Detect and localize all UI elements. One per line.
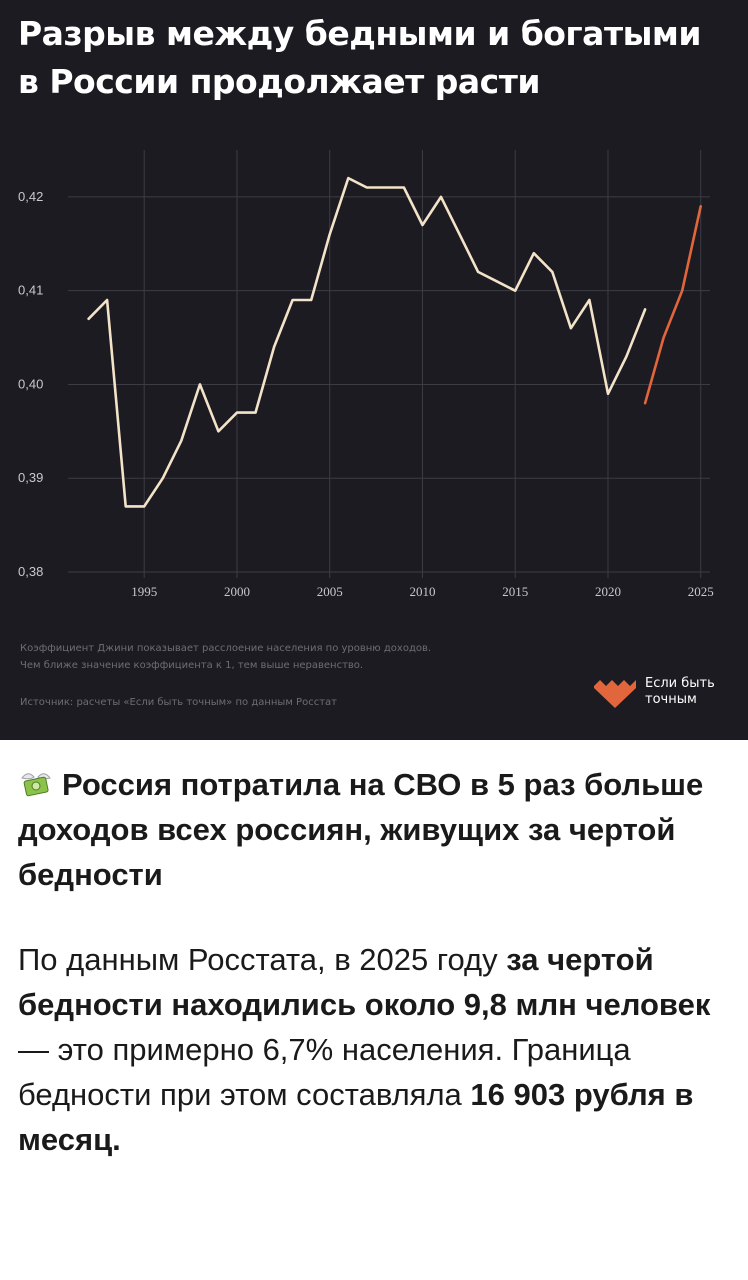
x-tick-label: 2015: [502, 584, 528, 599]
chart-series: [87, 176, 703, 508]
brand-logo: Если быть точным: [592, 672, 742, 718]
money-with-wings-icon: [21, 773, 51, 797]
x-tick-label: 2000: [224, 584, 250, 599]
infographic-card: Разрыв между бедными и богатыми в России…: [0, 0, 748, 740]
chart-title: Разрыв между бедными и богатыми в России…: [18, 10, 738, 106]
x-tick-label: 1995: [131, 584, 157, 599]
logo-heart-icon: [594, 680, 636, 708]
footnote-line2: Чем ближе значение коэффициента к 1, тем…: [20, 660, 364, 671]
y-tick-label: 0,38: [18, 564, 43, 579]
chart-footnote: Коэффициент Джини показывает расслоение …: [20, 640, 431, 674]
logo-text-line1: Если быть: [645, 676, 715, 691]
footnote-line1: Коэффициент Джини показывает расслоение …: [20, 643, 432, 654]
gini-line-chart: 0,38 0,39 0,40 0,41 0,42 1995 2000 2005 2010 2015…: [18, 150, 714, 599]
post-content: Россия потратила на СВО в 5 раз больше д…: [18, 752, 730, 1162]
post-body-text-1: По данным Росстата, в 2025 году: [18, 942, 507, 977]
series-line-historical: [87, 176, 647, 508]
y-tick-label: 0,42: [18, 189, 43, 204]
x-tick-label: 2025: [688, 584, 714, 599]
chart-grid: [68, 150, 710, 578]
chart-axis-ticks: 0,38 0,39 0,40 0,41 0,42 1995 2000 2005 2010 2015…: [18, 189, 714, 599]
logo-text: Если быть точным: [645, 676, 715, 708]
post-body: По данным Росстата, в 2025 году за черто…: [18, 937, 730, 1162]
post-headline-text: Россия потратила на СВО в 5 раз больше д…: [18, 767, 704, 892]
x-tick-label: 2020: [595, 584, 621, 599]
post-body-bold-2: 16 903 рубля в месяц.: [18, 1077, 694, 1157]
y-tick-label: 0,41: [18, 283, 43, 298]
post-body-bold-1: за чертой бедности находились около 9,8 …: [18, 942, 711, 1022]
logo-text-line2: точным: [645, 692, 697, 707]
post-headline: Россия потратила на СВО в 5 раз больше д…: [18, 762, 730, 897]
series-line-recent: [643, 205, 703, 405]
x-tick-label: 2005: [317, 584, 343, 599]
y-tick-label: 0,40: [18, 376, 43, 391]
post-body-text-2: — это примерно 6,7% населения. Граница б…: [18, 1032, 631, 1112]
chart-title-line2: в России продолжает расти: [18, 62, 540, 101]
chart-source: Источник: расчеты «Если быть точным» по …: [20, 697, 337, 708]
chart-title-line1: Разрыв между бедными и богатыми: [18, 14, 702, 53]
x-tick-label: 2010: [409, 584, 435, 599]
y-tick-label: 0,39: [18, 470, 43, 485]
